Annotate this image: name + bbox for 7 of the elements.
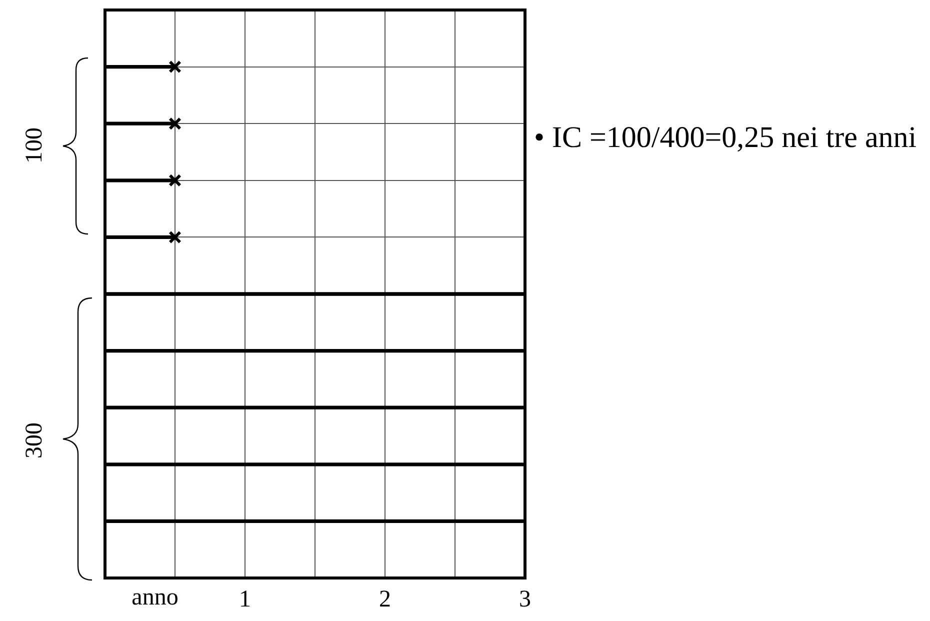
x-axis-title: anno (132, 584, 178, 610)
text: 100 (22, 127, 48, 163)
x-tick-label: 2 (379, 586, 391, 613)
text: 300 (22, 422, 48, 458)
x-tick-label: 3 (519, 586, 531, 613)
text: • IC =100/400=0,25 nei tre anni (534, 120, 918, 156)
x-tick-label: 1 (239, 586, 251, 613)
